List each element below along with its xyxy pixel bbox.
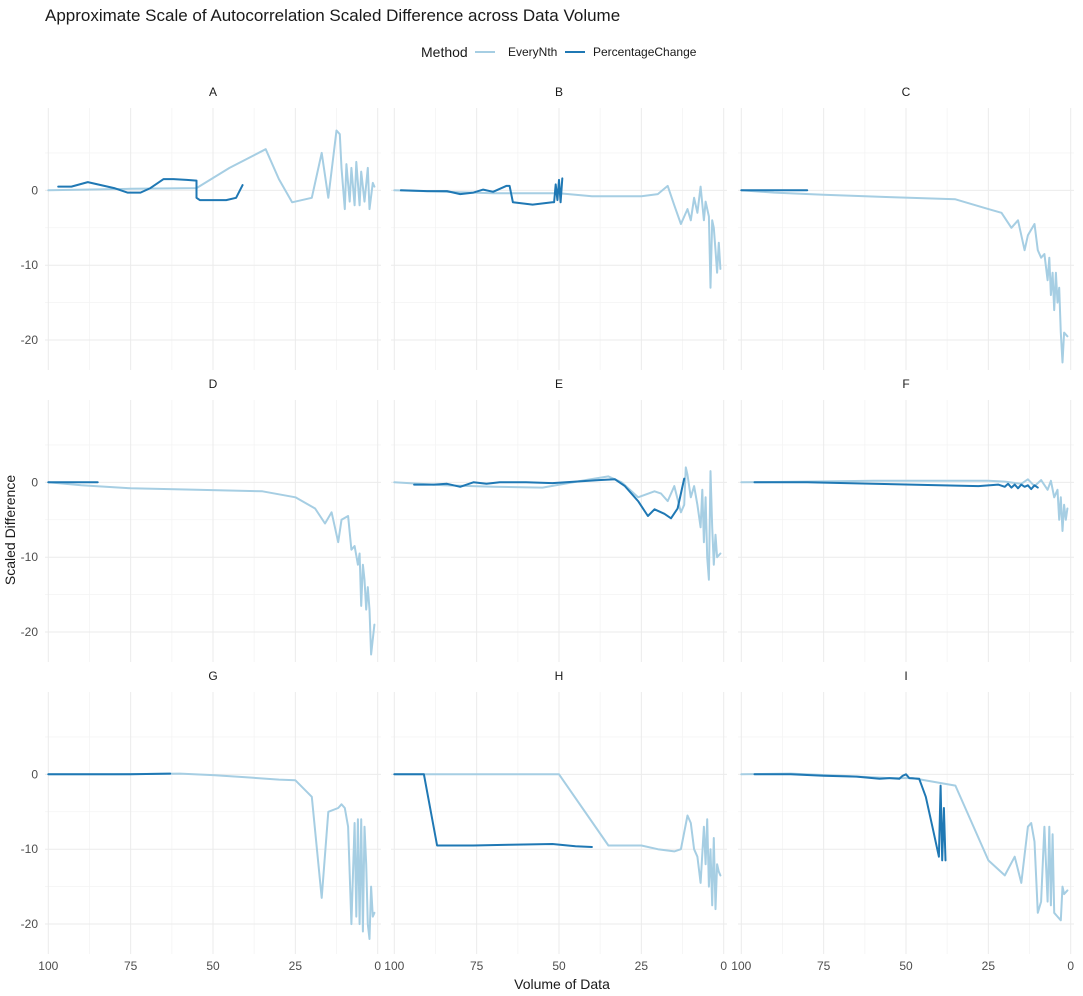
- x-tick-label: 75: [470, 959, 484, 973]
- x-axis-title: Volume of Data: [514, 976, 610, 992]
- x-tick-label: 50: [899, 959, 913, 973]
- legend: Method EveryNth PercentageChange: [421, 44, 697, 60]
- legend-label-percentagechange: PercentageChange: [593, 45, 697, 59]
- series-line-percentagechange: [413, 477, 686, 520]
- y-tick-label: -10: [21, 258, 39, 272]
- panels: A 0 -10 -20 B C D 0 -10 -20 E F G 0 -10 -20 100 75 50 25 0 H 1…: [21, 85, 1075, 973]
- panel-a: A 0 -10 -20: [21, 85, 381, 370]
- x-tick-label: 0: [720, 959, 727, 973]
- x-tick-label: 75: [124, 959, 138, 973]
- panel-f: F: [738, 377, 1074, 662]
- series-line-everynth: [740, 189, 1069, 364]
- legend-title: Method: [421, 44, 468, 60]
- x-tick-label: 100: [731, 959, 751, 973]
- x-tick-label: 75: [817, 959, 831, 973]
- x-tick-label: 100: [384, 959, 404, 973]
- panel-b: B: [391, 85, 727, 370]
- series-line-percentagechange: [57, 178, 244, 202]
- legend-label-everynth: EveryNth: [508, 45, 557, 59]
- series-line-everynth: [393, 773, 722, 911]
- series-line-everynth: [740, 772, 1069, 922]
- panel-c: C: [738, 85, 1074, 370]
- x-tick-label: 100: [38, 959, 58, 973]
- panel-strip-label: E: [555, 377, 563, 391]
- series-line-everynth: [47, 129, 376, 211]
- x-tick-label: 0: [374, 959, 381, 973]
- panel-i: I 100 75 50 25 0: [731, 669, 1074, 973]
- panel-d: D 0 -10 -20: [21, 377, 381, 662]
- x-tick-label: 50: [552, 959, 566, 973]
- y-axis-title: Scaled Difference: [2, 475, 18, 585]
- panel-strip-label: H: [555, 669, 564, 683]
- x-tick-label: 25: [289, 959, 303, 973]
- y-tick-label: -20: [21, 917, 39, 931]
- y-tick-label: 0: [31, 475, 38, 489]
- series-line-percentagechange: [399, 177, 564, 206]
- series-line-everynth: [740, 478, 1069, 532]
- panel-strip-label: C: [902, 85, 911, 99]
- panel-strip-label: I: [904, 669, 907, 683]
- panel-strip-label: B: [555, 85, 563, 99]
- chart-title: Approximate Scale of Autocorrelation Sca…: [45, 6, 620, 25]
- panel-strip-label: A: [209, 85, 217, 99]
- y-tick-label: -20: [21, 625, 39, 639]
- y-tick-label: 0: [31, 183, 38, 197]
- x-tick-label: 0: [1067, 959, 1074, 973]
- y-tick-label: -20: [21, 333, 39, 347]
- series-line-everynth: [393, 184, 722, 289]
- panel-h: H 100 75 50 25 0: [384, 669, 727, 973]
- panel-e: E: [391, 377, 727, 662]
- series-line-percentagechange: [47, 772, 172, 776]
- panel-strip-label: G: [208, 669, 217, 683]
- series-line-everynth: [47, 772, 376, 940]
- series-line-percentagechange: [753, 481, 1039, 491]
- y-tick-label: 0: [31, 767, 38, 781]
- panel-strip-label: F: [902, 377, 909, 391]
- x-tick-label: 25: [635, 959, 649, 973]
- x-tick-label: 25: [982, 959, 996, 973]
- y-tick-label: -10: [21, 842, 39, 856]
- series-line-everynth: [393, 466, 722, 581]
- series-line-percentagechange: [753, 773, 947, 862]
- series-line-percentagechange: [393, 773, 593, 848]
- series-line-everynth: [47, 481, 376, 656]
- panel-g: G 0 -10 -20 100 75 50 25 0: [21, 669, 382, 973]
- x-tick-label: 50: [206, 959, 220, 973]
- panel-strip-label: D: [209, 377, 218, 391]
- y-tick-label: -10: [21, 550, 39, 564]
